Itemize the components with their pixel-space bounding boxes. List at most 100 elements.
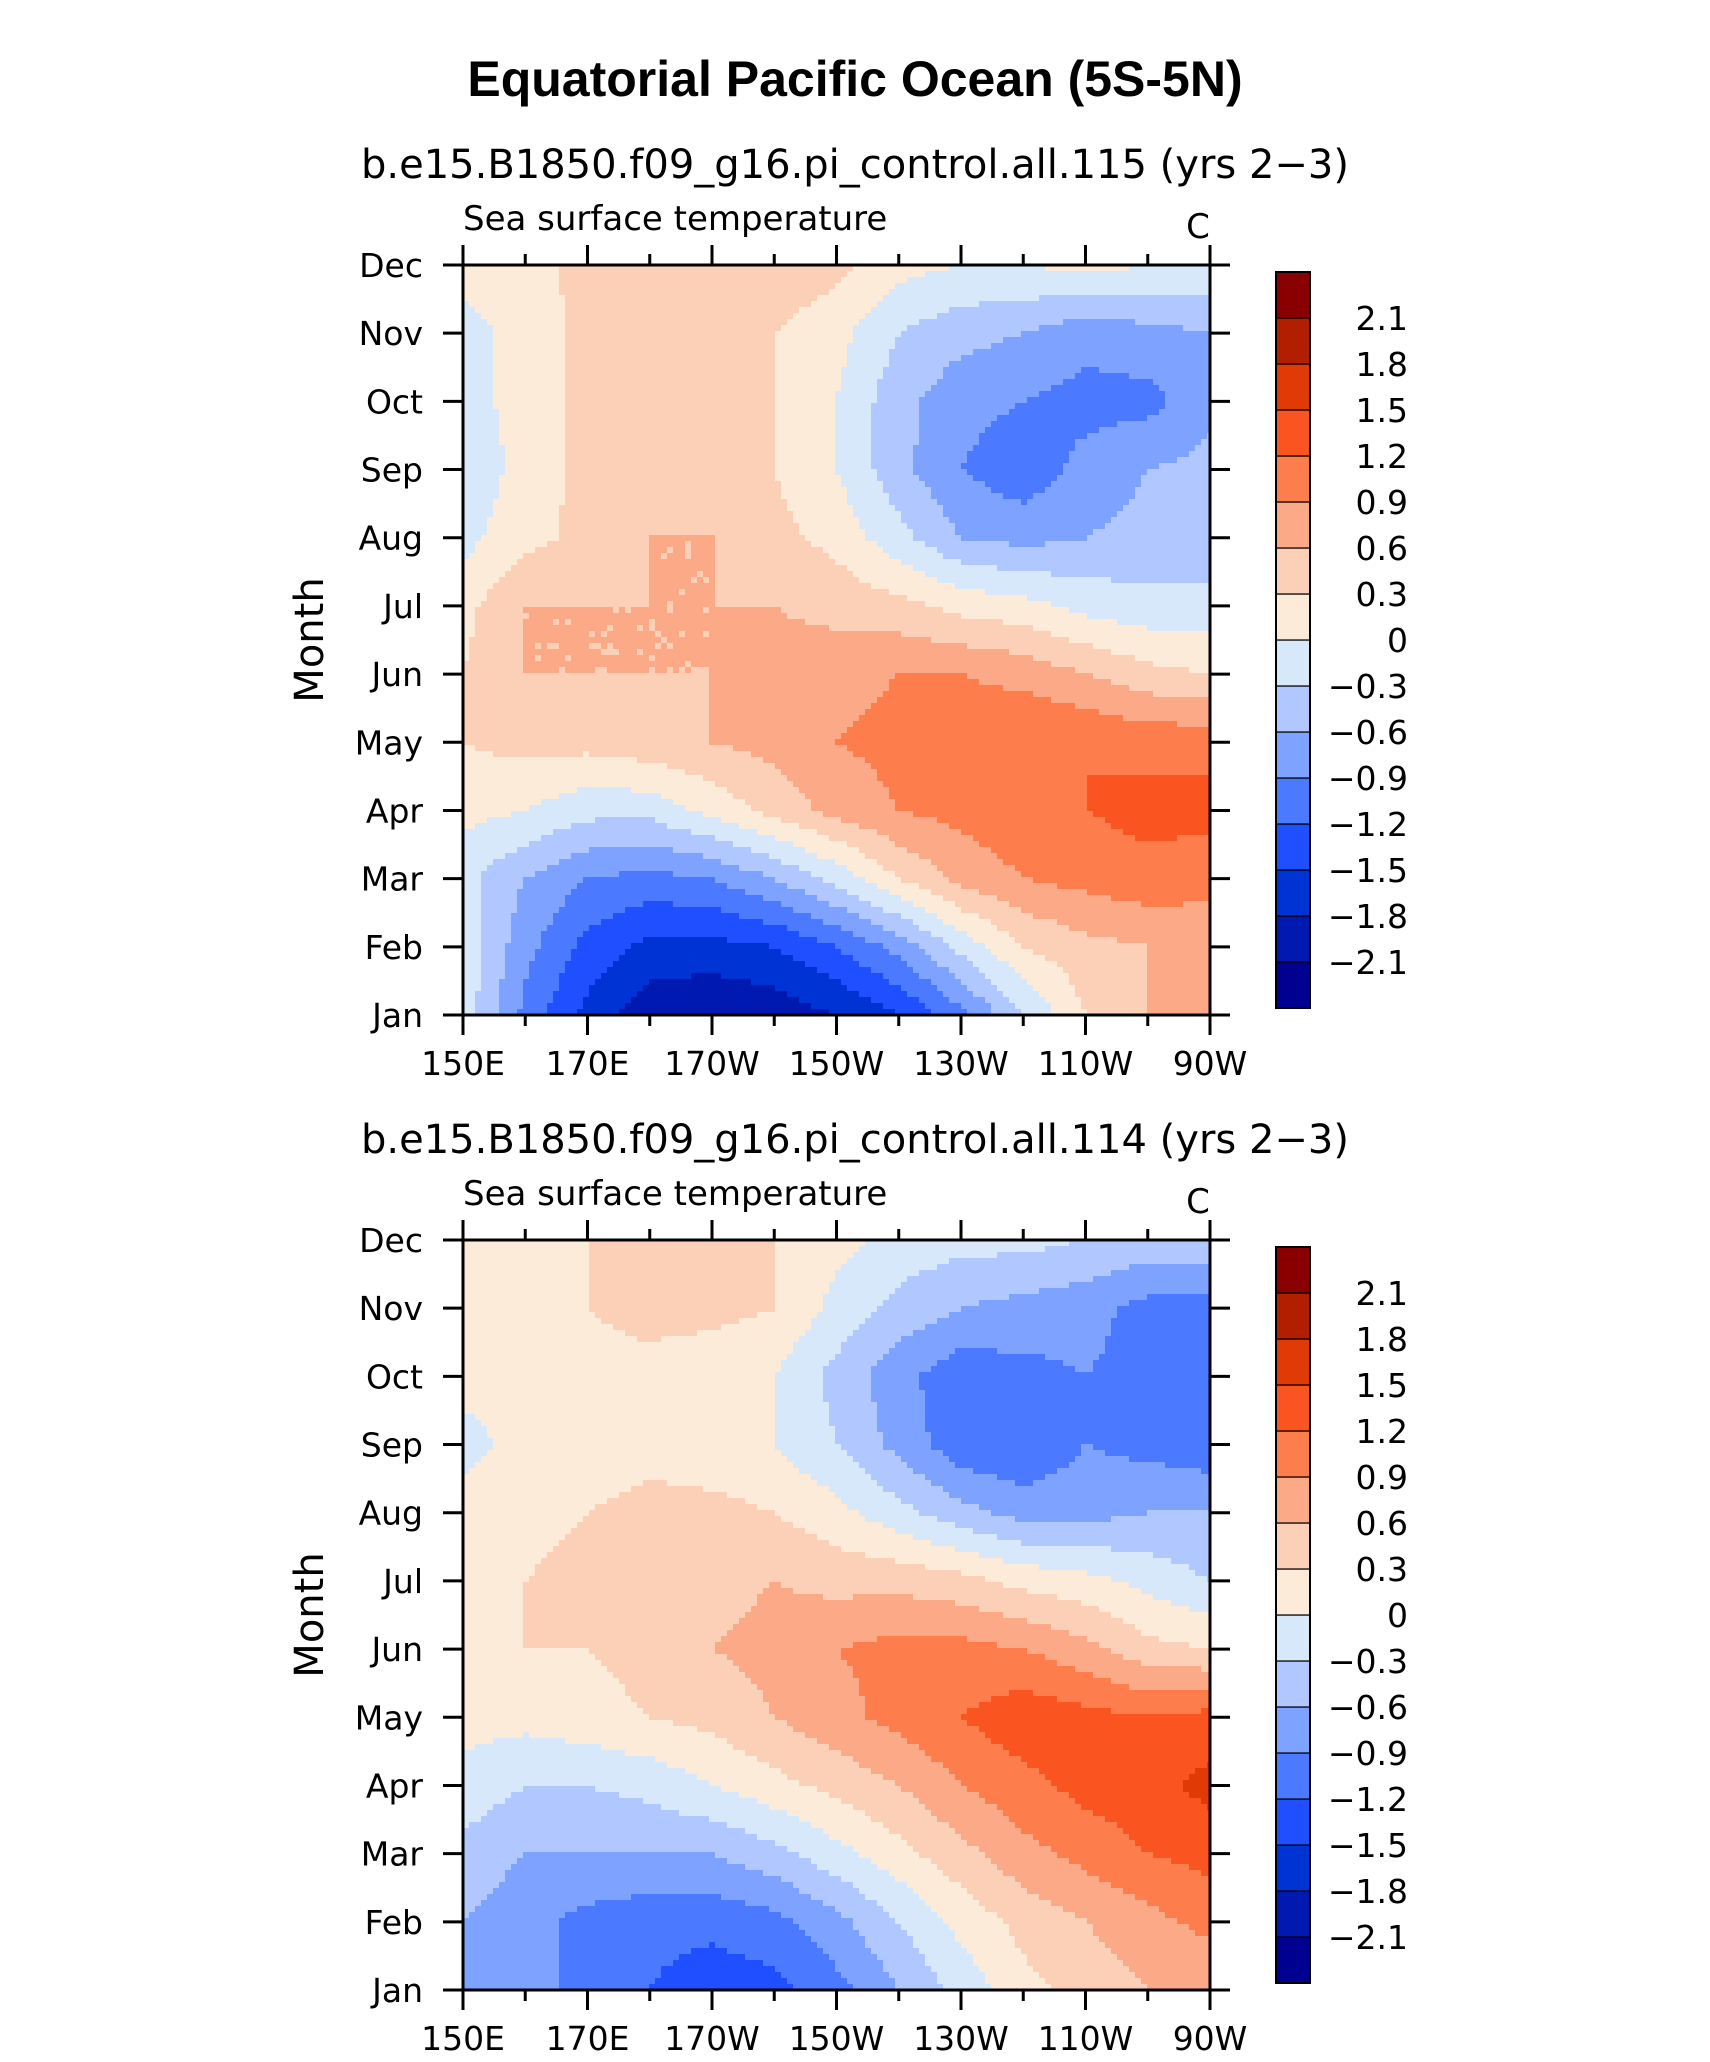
field-cell (793, 415, 800, 422)
field-cell (793, 301, 800, 308)
field-cell (1087, 391, 1094, 398)
field-cell (1057, 319, 1064, 326)
field-cell (1051, 445, 1058, 452)
field-cell (733, 289, 740, 296)
field-cell (637, 313, 644, 320)
field-cell (787, 343, 794, 350)
field-cell (1009, 325, 1016, 332)
field-cell (463, 349, 470, 356)
field-cell (889, 367, 896, 374)
field-cell (589, 409, 596, 416)
field-cell (1189, 397, 1196, 404)
field-cell (793, 307, 800, 314)
field-cell (601, 397, 608, 404)
field-cell (1039, 337, 1046, 344)
field-cell (1015, 403, 1022, 410)
field-cell (1141, 433, 1148, 440)
field-cell (1057, 433, 1064, 440)
field-cell (703, 265, 710, 272)
field-cell (901, 289, 908, 296)
field-cell (1051, 391, 1058, 398)
field-cell (811, 433, 818, 440)
field-cell (1021, 319, 1028, 326)
field-cell (751, 433, 758, 440)
field-cell (961, 361, 968, 368)
field-cell (775, 343, 782, 350)
field-cell (1183, 475, 1190, 482)
field-cell (1189, 403, 1196, 410)
field-cell (661, 313, 668, 320)
field-cell (691, 379, 698, 386)
field-cell (601, 463, 608, 470)
field-cell (781, 493, 788, 500)
field-cell (847, 331, 854, 338)
field-cell (769, 277, 776, 284)
field-cell (1141, 409, 1148, 416)
field-cell (919, 331, 926, 338)
field-cell (907, 451, 914, 458)
field-cell (859, 451, 866, 458)
field-cell (865, 499, 872, 506)
field-cell (1075, 439, 1082, 446)
field-cell (475, 343, 482, 350)
field-cell (643, 397, 650, 404)
field-cell (1135, 295, 1142, 302)
field-cell (625, 277, 632, 284)
field-cell (1171, 457, 1178, 464)
field-cell (655, 469, 662, 476)
field-cell (1045, 385, 1052, 392)
field-cell (901, 421, 908, 428)
field-cell (979, 337, 986, 344)
panel-title: b.e15.B1850.f09_g16.pi_control.all.115 (… (361, 142, 1349, 188)
field-cell (697, 433, 704, 440)
field-cell (793, 457, 800, 464)
field-cell (1099, 337, 1106, 344)
field-cell (787, 373, 794, 380)
field-cell (907, 319, 914, 326)
field-cell (715, 337, 722, 344)
field-cell (709, 475, 716, 482)
field-cell (1183, 277, 1190, 284)
field-cell (679, 433, 686, 440)
field-cell (1015, 379, 1022, 386)
field-cell (895, 493, 902, 500)
field-cell (709, 421, 716, 428)
field-cell (589, 319, 596, 326)
field-cell (973, 289, 980, 296)
field-cell (499, 469, 506, 476)
field-cell (757, 307, 764, 314)
field-cell (547, 427, 554, 434)
field-cell (823, 469, 830, 476)
field-cell (751, 307, 758, 314)
field-cell (883, 415, 890, 422)
field-cell (697, 325, 704, 332)
field-cell (1069, 331, 1076, 338)
field-cell (871, 409, 878, 416)
field-cell (541, 373, 548, 380)
field-cell (541, 493, 548, 500)
field-cell (571, 487, 578, 494)
field-cell (667, 415, 674, 422)
field-cell (529, 379, 536, 386)
field-cell (811, 361, 818, 368)
field-cell (499, 277, 506, 284)
field-cell (613, 349, 620, 356)
field-cell (805, 355, 812, 362)
field-cell (745, 355, 752, 362)
field-cell (883, 367, 890, 374)
field-cell (547, 331, 554, 338)
field-cell (481, 367, 488, 374)
field-cell (727, 469, 734, 476)
field-cell (1117, 307, 1124, 314)
field-cell (589, 343, 596, 350)
field-cell (817, 343, 824, 350)
field-cell (1201, 283, 1208, 290)
field-cell (649, 301, 656, 308)
field-cell (1135, 301, 1142, 308)
field-cell (979, 361, 986, 368)
field-cell (865, 475, 872, 482)
field-cell (1069, 499, 1076, 506)
field-cell (595, 451, 602, 458)
field-cell (745, 391, 752, 398)
field-cell (721, 481, 728, 488)
